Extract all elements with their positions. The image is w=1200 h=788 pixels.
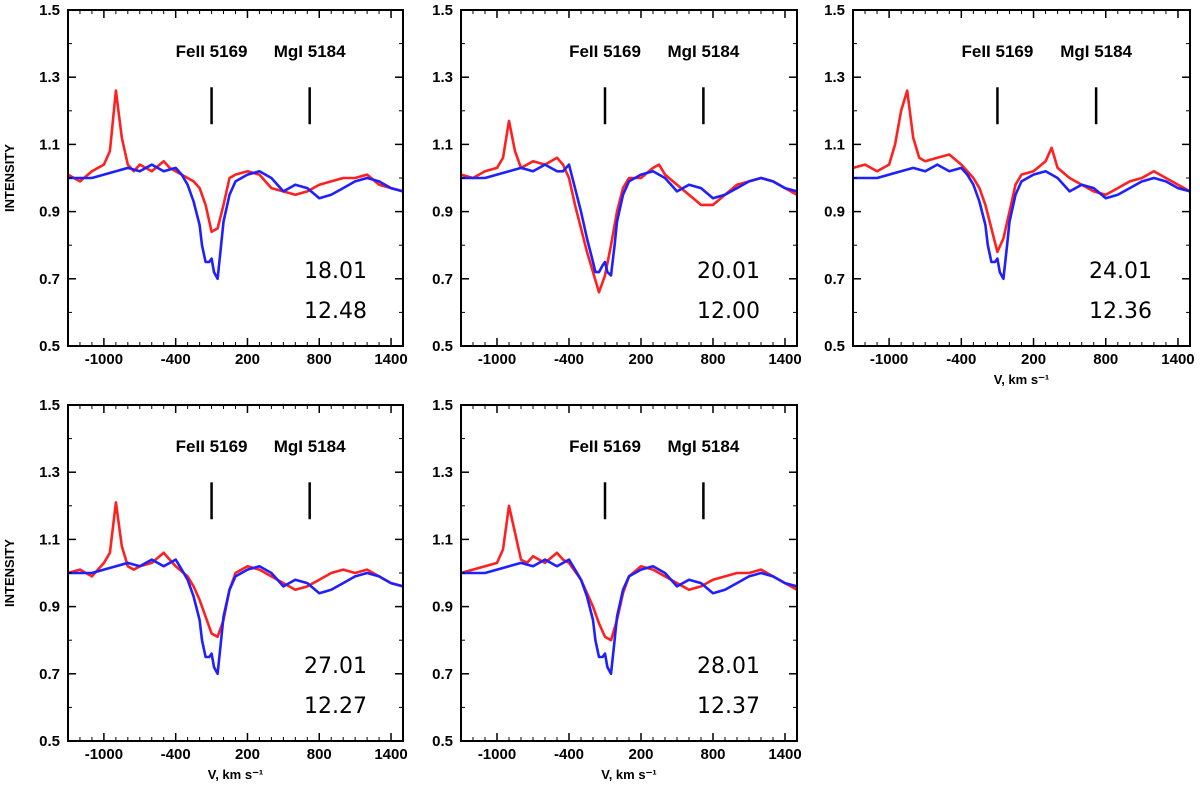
magnitude-annotation: 12.27 xyxy=(304,694,367,719)
y-tick-label: 1.5 xyxy=(39,397,60,414)
mgi-label: MgI 5184 xyxy=(1060,42,1132,61)
x-tick-label: -400 xyxy=(946,351,976,368)
feii-label: FeII 5169 xyxy=(569,437,641,456)
x-tick-label: 200 xyxy=(628,746,653,763)
x-tick-label: -1000 xyxy=(478,746,516,763)
y-tick-label: 0.7 xyxy=(824,271,845,288)
y-tick-label: 1.1 xyxy=(432,136,453,153)
x-tick-label: 800 xyxy=(700,746,725,763)
feii-label: FeII 5169 xyxy=(569,42,641,61)
mgi-label: MgI 5184 xyxy=(274,437,346,456)
date-annotation: 28.01 xyxy=(697,654,760,679)
y-tick-label: 1.3 xyxy=(432,69,453,86)
blue-spectrum-line xyxy=(68,558,403,676)
blue-spectrum-line xyxy=(68,163,403,281)
blue-spectrum-line xyxy=(461,558,797,676)
date-annotation: 18.01 xyxy=(304,259,367,284)
y-tick-label: 0.9 xyxy=(39,599,60,616)
x-tick-label: 200 xyxy=(235,351,260,368)
panel-5: 0.5 0.7 0.9 1.1 1.3 1.5 -1000 -400 200 800 1400 FeI… xyxy=(432,397,802,782)
x-tick-label: 200 xyxy=(628,351,653,368)
blue-spectrum-line xyxy=(461,163,797,277)
y-tick-label: 0.9 xyxy=(432,599,453,616)
x-tick-label: 1400 xyxy=(1161,351,1194,368)
y-tick-label: 0.5 xyxy=(432,338,453,355)
red-spectrum-line xyxy=(461,504,797,642)
y-tick-label: 0.7 xyxy=(39,271,60,288)
x-tick-label: -400 xyxy=(161,746,191,763)
x-tick-label: 800 xyxy=(307,351,332,368)
x-tick-label: -1000 xyxy=(478,351,516,368)
y-tick-label: 1.5 xyxy=(39,2,60,19)
date-annotation: 20.01 xyxy=(697,259,760,284)
x-tick-label: 800 xyxy=(1093,351,1118,368)
red-spectrum-line xyxy=(68,501,403,639)
y-tick-label: 0.5 xyxy=(39,338,60,355)
x-tick-label: -1000 xyxy=(85,351,123,368)
y-axis-title: INTENSITY xyxy=(2,144,17,212)
panel-2: 0.5 0.7 0.9 1.1 1.3 1.5 -1000 -400 200 800 1400 FeI… xyxy=(432,2,802,368)
feii-label: FeII 5169 xyxy=(176,42,248,61)
mgi-label: MgI 5184 xyxy=(667,437,739,456)
y-tick-label: 0.7 xyxy=(432,271,453,288)
panel-4: 0.5 0.7 0.9 1.1 1.3 1.5 -1000 -400 200 800 1400 FeI… xyxy=(2,397,408,782)
magnitude-annotation: 12.37 xyxy=(697,694,760,719)
y-tick-label: 0.5 xyxy=(824,338,845,355)
x-tick-label: -400 xyxy=(554,746,584,763)
x-tick-label: 800 xyxy=(307,746,332,763)
x-tick-label: -1000 xyxy=(870,351,908,368)
y-tick-label: 1.5 xyxy=(824,2,845,19)
y-tick-label: 1.5 xyxy=(432,2,453,19)
x-tick-label: 1400 xyxy=(374,351,407,368)
feii-label: FeII 5169 xyxy=(176,437,248,456)
x-axis-title: V, km s⁻¹ xyxy=(208,767,264,782)
feii-label: FeII 5169 xyxy=(962,42,1034,61)
panel-3: 0.5 0.7 0.9 1.1 1.3 1.5 -1000 -400 200 800 1400 FeI… xyxy=(824,2,1195,387)
x-tick-label: 200 xyxy=(235,746,260,763)
y-tick-label: 1.1 xyxy=(824,136,845,153)
y-tick-label: 0.9 xyxy=(39,204,60,221)
x-tick-label: -400 xyxy=(161,351,191,368)
y-tick-label: 1.1 xyxy=(39,136,60,153)
y-tick-label: 1.3 xyxy=(39,464,60,481)
red-spectrum-line xyxy=(461,119,797,294)
y-tick-label: 1.3 xyxy=(39,69,60,86)
red-spectrum-line xyxy=(68,89,403,234)
x-tick-label: 1400 xyxy=(768,351,801,368)
x-tick-label: -1000 xyxy=(85,746,123,763)
date-annotation: 27.01 xyxy=(304,654,367,679)
magnitude-annotation: 12.48 xyxy=(304,299,367,324)
y-tick-label: 0.5 xyxy=(432,733,453,750)
y-tick-label: 0.9 xyxy=(432,204,453,221)
y-tick-label: 1.3 xyxy=(432,464,453,481)
red-spectrum-line xyxy=(853,89,1190,254)
y-tick-label: 1.3 xyxy=(824,69,845,86)
x-tick-label: 800 xyxy=(700,351,725,368)
x-tick-label: -400 xyxy=(554,351,584,368)
x-tick-label: 1400 xyxy=(374,746,407,763)
x-tick-label: 200 xyxy=(1021,351,1046,368)
y-tick-label: 0.5 xyxy=(39,733,60,750)
y-tick-label: 0.9 xyxy=(824,204,845,221)
panel-1: 0.5 0.7 0.9 1.1 1.3 1.5 -1000 -400 200 800 1400 FeI… xyxy=(2,2,408,368)
magnitude-annotation: 12.00 xyxy=(697,299,760,324)
mgi-label: MgI 5184 xyxy=(274,42,346,61)
x-axis-title: V, km s⁻¹ xyxy=(601,767,657,782)
y-tick-label: 1.1 xyxy=(432,531,453,548)
magnitude-annotation: 12.36 xyxy=(1089,299,1152,324)
y-axis-title: INTENSITY xyxy=(2,539,17,607)
y-tick-label: 0.7 xyxy=(39,666,60,683)
blue-spectrum-line xyxy=(853,163,1190,281)
mgi-label: MgI 5184 xyxy=(667,42,739,61)
date-annotation: 24.01 xyxy=(1089,259,1152,284)
y-tick-label: 1.1 xyxy=(39,531,60,548)
x-tick-label: 1400 xyxy=(768,746,801,763)
y-tick-label: 1.5 xyxy=(432,397,453,414)
x-axis-title: V, km s⁻¹ xyxy=(994,372,1050,387)
y-tick-label: 0.7 xyxy=(432,666,453,683)
